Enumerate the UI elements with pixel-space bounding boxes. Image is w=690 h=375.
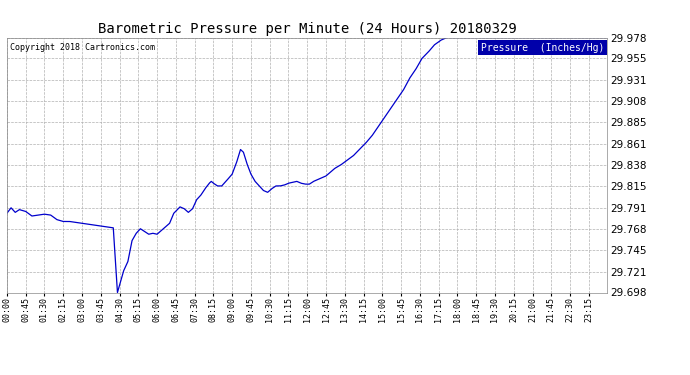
Title: Barometric Pressure per Minute (24 Hours) 20180329: Barometric Pressure per Minute (24 Hours… <box>98 22 516 36</box>
Text: Pressure  (Inches/Hg): Pressure (Inches/Hg) <box>481 43 604 52</box>
Text: Copyright 2018 Cartronics.com: Copyright 2018 Cartronics.com <box>10 43 155 52</box>
